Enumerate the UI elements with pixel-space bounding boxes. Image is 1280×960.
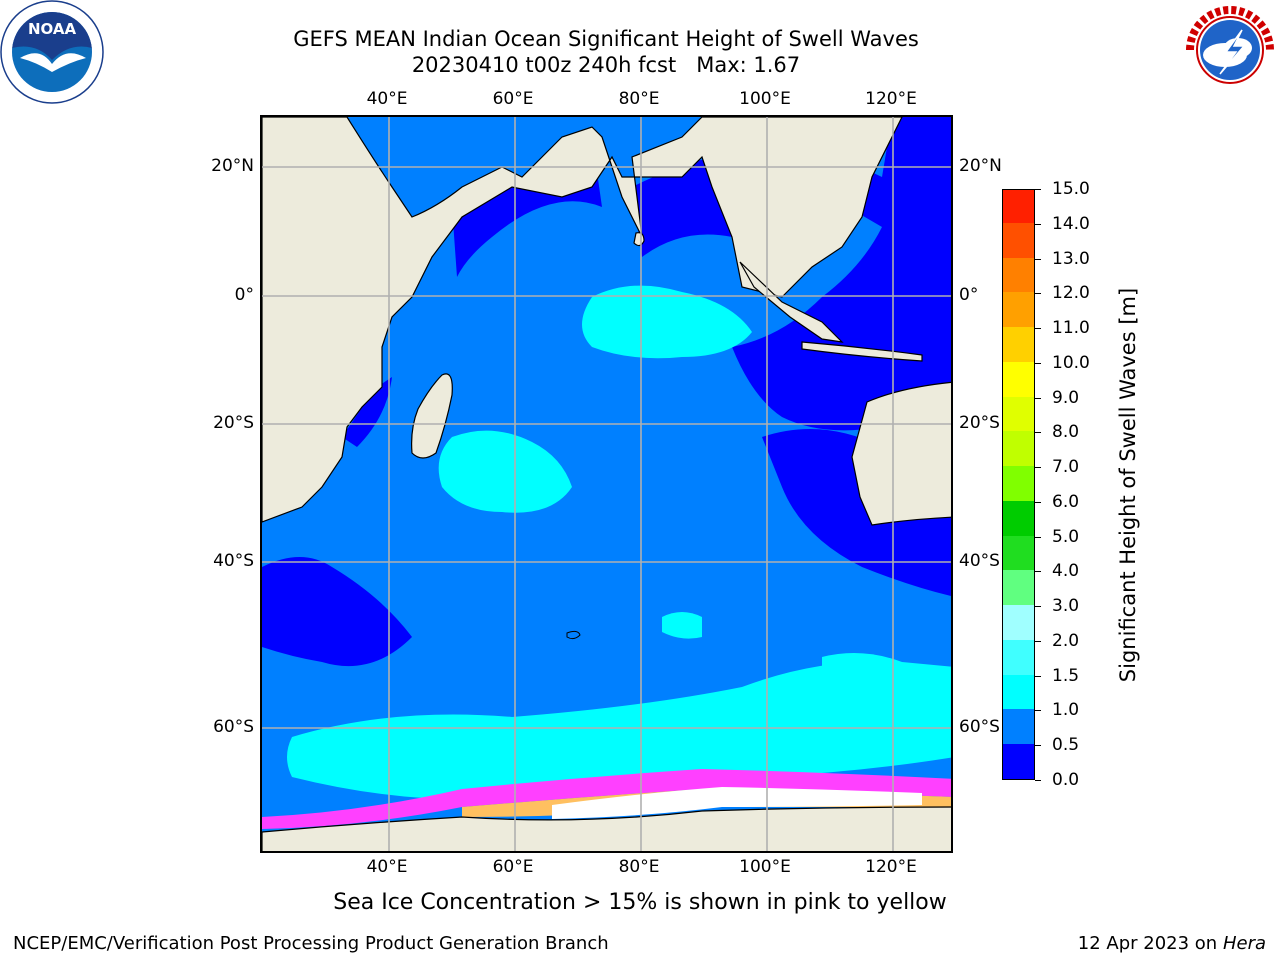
land-masses — [262, 117, 951, 851]
lon-tick-bottom: 40°E — [366, 857, 408, 877]
lon-tick-top: 100°E — [739, 89, 791, 109]
title-line-1: GEFS MEAN Indian Ocean Significant Heigh… — [293, 27, 919, 51]
lon-tick-top: 40°E — [366, 89, 408, 109]
colorbar-tick-mark — [1035, 501, 1041, 503]
sea-ice-caption: Sea Ice Concentration > 15% is shown in … — [333, 890, 947, 915]
lat-tick-right: 40°S — [959, 551, 1000, 571]
lon-tick-top: 120°E — [865, 89, 917, 109]
colorbar-tick-mark — [1035, 432, 1041, 434]
lon-tick-bottom: 80°E — [618, 857, 660, 877]
kerguelen-island — [566, 630, 581, 640]
lat-tick-left: 40°S — [213, 551, 254, 571]
lat-tick-right: 20°S — [959, 413, 1000, 433]
lat-tick-left: 20°N — [211, 156, 254, 176]
colorbar-tick-label: 2.0 — [1052, 630, 1080, 651]
colorbar-swatch — [1003, 569, 1034, 606]
colorbar-tick-label: 0.0 — [1052, 770, 1080, 790]
lon-tick-bottom: 120°E — [865, 857, 917, 877]
colorbar-tick-mark — [1035, 362, 1041, 364]
colorbar-tick-mark — [1035, 258, 1041, 260]
colorbar — [1002, 189, 1035, 780]
title-line-2: 20230410 t00z 240h fcst Max: 1.67 — [411, 53, 801, 77]
colorbar-tick-mark — [1035, 328, 1041, 330]
footer-machine: Hera — [1222, 933, 1266, 954]
noaa-logo-text: NOAA — [28, 20, 77, 38]
lon-tick-top: 80°E — [618, 89, 660, 109]
colorbar-swatch — [1003, 430, 1034, 467]
colorbar-tick-label: 0.5 — [1052, 735, 1080, 756]
footer-credit: NCEP/EMC/Verification Post Processing Pr… — [13, 933, 609, 954]
lon-tick-top: 60°E — [492, 89, 534, 109]
colorbar-tick-label: 4.0 — [1052, 561, 1080, 582]
colorbar-tick-label: 9.0 — [1052, 387, 1080, 408]
colorbar-tick-mark — [1035, 223, 1041, 225]
map-panel — [260, 115, 953, 853]
lon-tick-bottom: 60°E — [492, 857, 534, 877]
colorbar-tick-label: 12.0 — [1052, 283, 1090, 304]
colorbar-swatch — [1003, 639, 1034, 675]
footer-date-text: 12 Apr 2023 on — [1077, 933, 1218, 954]
colorbar-tick-label: 6.0 — [1052, 491, 1080, 512]
colorbar-swatch — [1003, 674, 1034, 710]
colorbar-tick-label: 10.0 — [1052, 352, 1090, 373]
lat-tick-left: 20°S — [213, 413, 254, 433]
colorbar-swatch — [1003, 535, 1034, 571]
ice-shelf — [552, 787, 922, 819]
colorbar-tick-mark — [1035, 467, 1041, 469]
colorbar-tick-mark — [1035, 745, 1041, 747]
colorbar-tick-label: 15.0 — [1052, 179, 1090, 199]
lat-tick-left: 60°S — [213, 717, 254, 737]
colorbar-tick-label: 13.0 — [1052, 248, 1090, 269]
colorbar-tick-label: 1.5 — [1052, 665, 1080, 686]
lat-tick-right: 0° — [959, 285, 979, 305]
colorbar-swatch — [1003, 709, 1034, 745]
colorbar-tick-label: 14.0 — [1052, 213, 1090, 234]
colorbar-tick-mark — [1035, 640, 1041, 642]
colorbar-swatch — [1003, 222, 1034, 258]
colorbar-tick-mark — [1035, 606, 1041, 608]
map-canvas — [262, 117, 951, 851]
colorbar-swatch — [1003, 326, 1034, 362]
colorbar-tick-mark — [1035, 536, 1041, 538]
footer-date: 12 Apr 2023 on Hera — [1078, 933, 1266, 954]
colorbar-tick-mark — [1035, 571, 1041, 573]
colorbar-swatch — [1003, 604, 1034, 640]
lat-tick-right: 60°S — [959, 717, 1000, 737]
colorbar-tick-label: 1.0 — [1052, 700, 1080, 721]
colorbar-swatch — [1003, 190, 1034, 223]
colorbar-tick-label: 11.0 — [1052, 318, 1090, 339]
nws-logo — [1180, 0, 1280, 100]
lat-tick-left: 0° — [234, 285, 254, 305]
graticule — [262, 117, 951, 851]
chart-title: GEFS MEAN Indian Ocean Significant Heigh… — [0, 26, 1212, 78]
moderate-swell-regions — [287, 285, 951, 800]
colorbar-tick-label: 8.0 — [1052, 422, 1080, 443]
colorbar-swatch — [1003, 743, 1034, 779]
colorbar-tick-label: 5.0 — [1052, 526, 1080, 547]
colorbar-swatch — [1003, 396, 1034, 432]
colorbar-tick-mark — [1035, 397, 1041, 399]
colorbar-tick-label: 3.0 — [1052, 596, 1080, 617]
colorbar-tick-mark — [1035, 780, 1041, 781]
colorbar-tick-mark — [1035, 189, 1041, 190]
colorbar-swatch — [1003, 361, 1034, 397]
colorbar-swatch — [1003, 500, 1034, 536]
colorbar-tick-mark — [1035, 710, 1041, 712]
colorbar-swatch — [1003, 465, 1034, 501]
colorbar-tick-label: 7.0 — [1052, 457, 1080, 478]
colorbar-swatch — [1003, 257, 1034, 293]
lon-tick-bottom: 100°E — [739, 857, 791, 877]
noaa-logo: NOAA — [0, 0, 104, 104]
colorbar-tick-mark — [1035, 293, 1041, 295]
colorbar-tick-mark — [1035, 675, 1041, 677]
colorbar-swatch — [1003, 291, 1034, 328]
lat-tick-right: 20°N — [959, 156, 1002, 176]
colorbar-title: Significant Height of Swell Waves [m] — [1116, 287, 1140, 683]
